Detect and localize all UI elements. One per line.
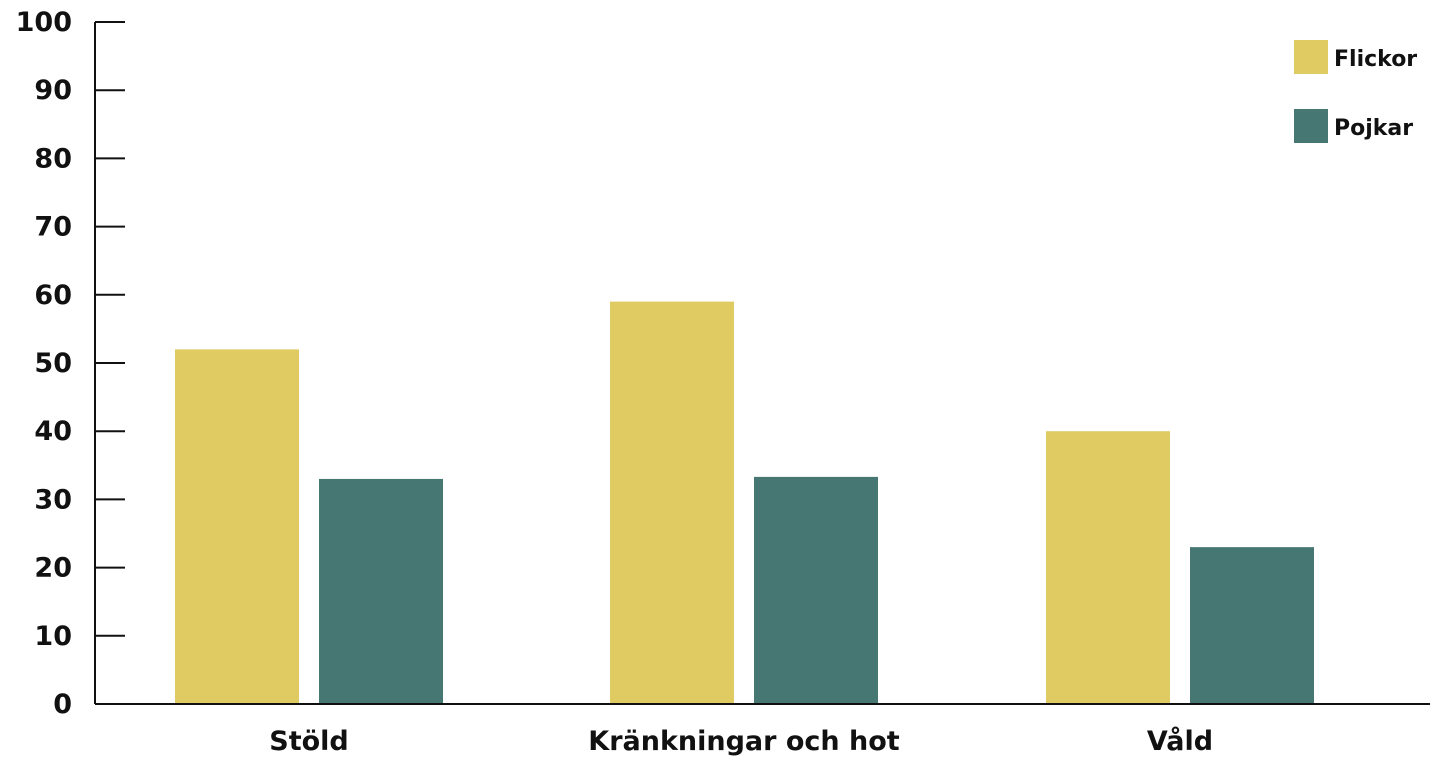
y-tick-label: 80 — [34, 143, 72, 174]
bar-flickor-0 — [175, 349, 299, 704]
y-tick-label: 50 — [34, 348, 72, 379]
x-category-label: Våld — [1147, 725, 1213, 756]
legend: Flickor Pojkar — [1294, 40, 1417, 143]
y-tick-label: 10 — [34, 621, 72, 652]
bar-pojkar-0 — [319, 478, 443, 704]
legend-label-flickor: Flickor — [1334, 47, 1417, 72]
category-labels-layer: Stöld Kränkningar och hot Våld — [269, 725, 1213, 757]
y-tick-label: 100 — [16, 7, 72, 38]
legend-label-pojkar: Pojkar — [1334, 116, 1413, 141]
y-tick-label: 90 — [34, 75, 72, 106]
y-tick-label: 70 — [34, 212, 72, 243]
legend-swatch-flickor — [1294, 40, 1328, 74]
y-tick-label: 60 — [34, 280, 72, 311]
y-tick-label: 0 — [53, 689, 72, 720]
bar-flickor-2 — [1046, 431, 1170, 704]
bars-layer — [175, 301, 1314, 704]
y-tick-label: 30 — [34, 484, 72, 515]
ticks-layer: 0 10 20 30 40 50 60 70 80 90 100 — [16, 7, 125, 720]
bar-pojkar-2 — [1190, 547, 1314, 704]
bar-pojkar-1 — [754, 476, 878, 704]
y-tick-label: 40 — [34, 416, 72, 447]
x-category-label: Stöld — [269, 726, 348, 756]
y-tick-label: 20 — [34, 553, 72, 584]
legend-swatch-pojkar — [1294, 109, 1328, 143]
x-category-label: Kränkningar och hot — [588, 726, 900, 756]
bar-flickor-1 — [610, 301, 734, 704]
